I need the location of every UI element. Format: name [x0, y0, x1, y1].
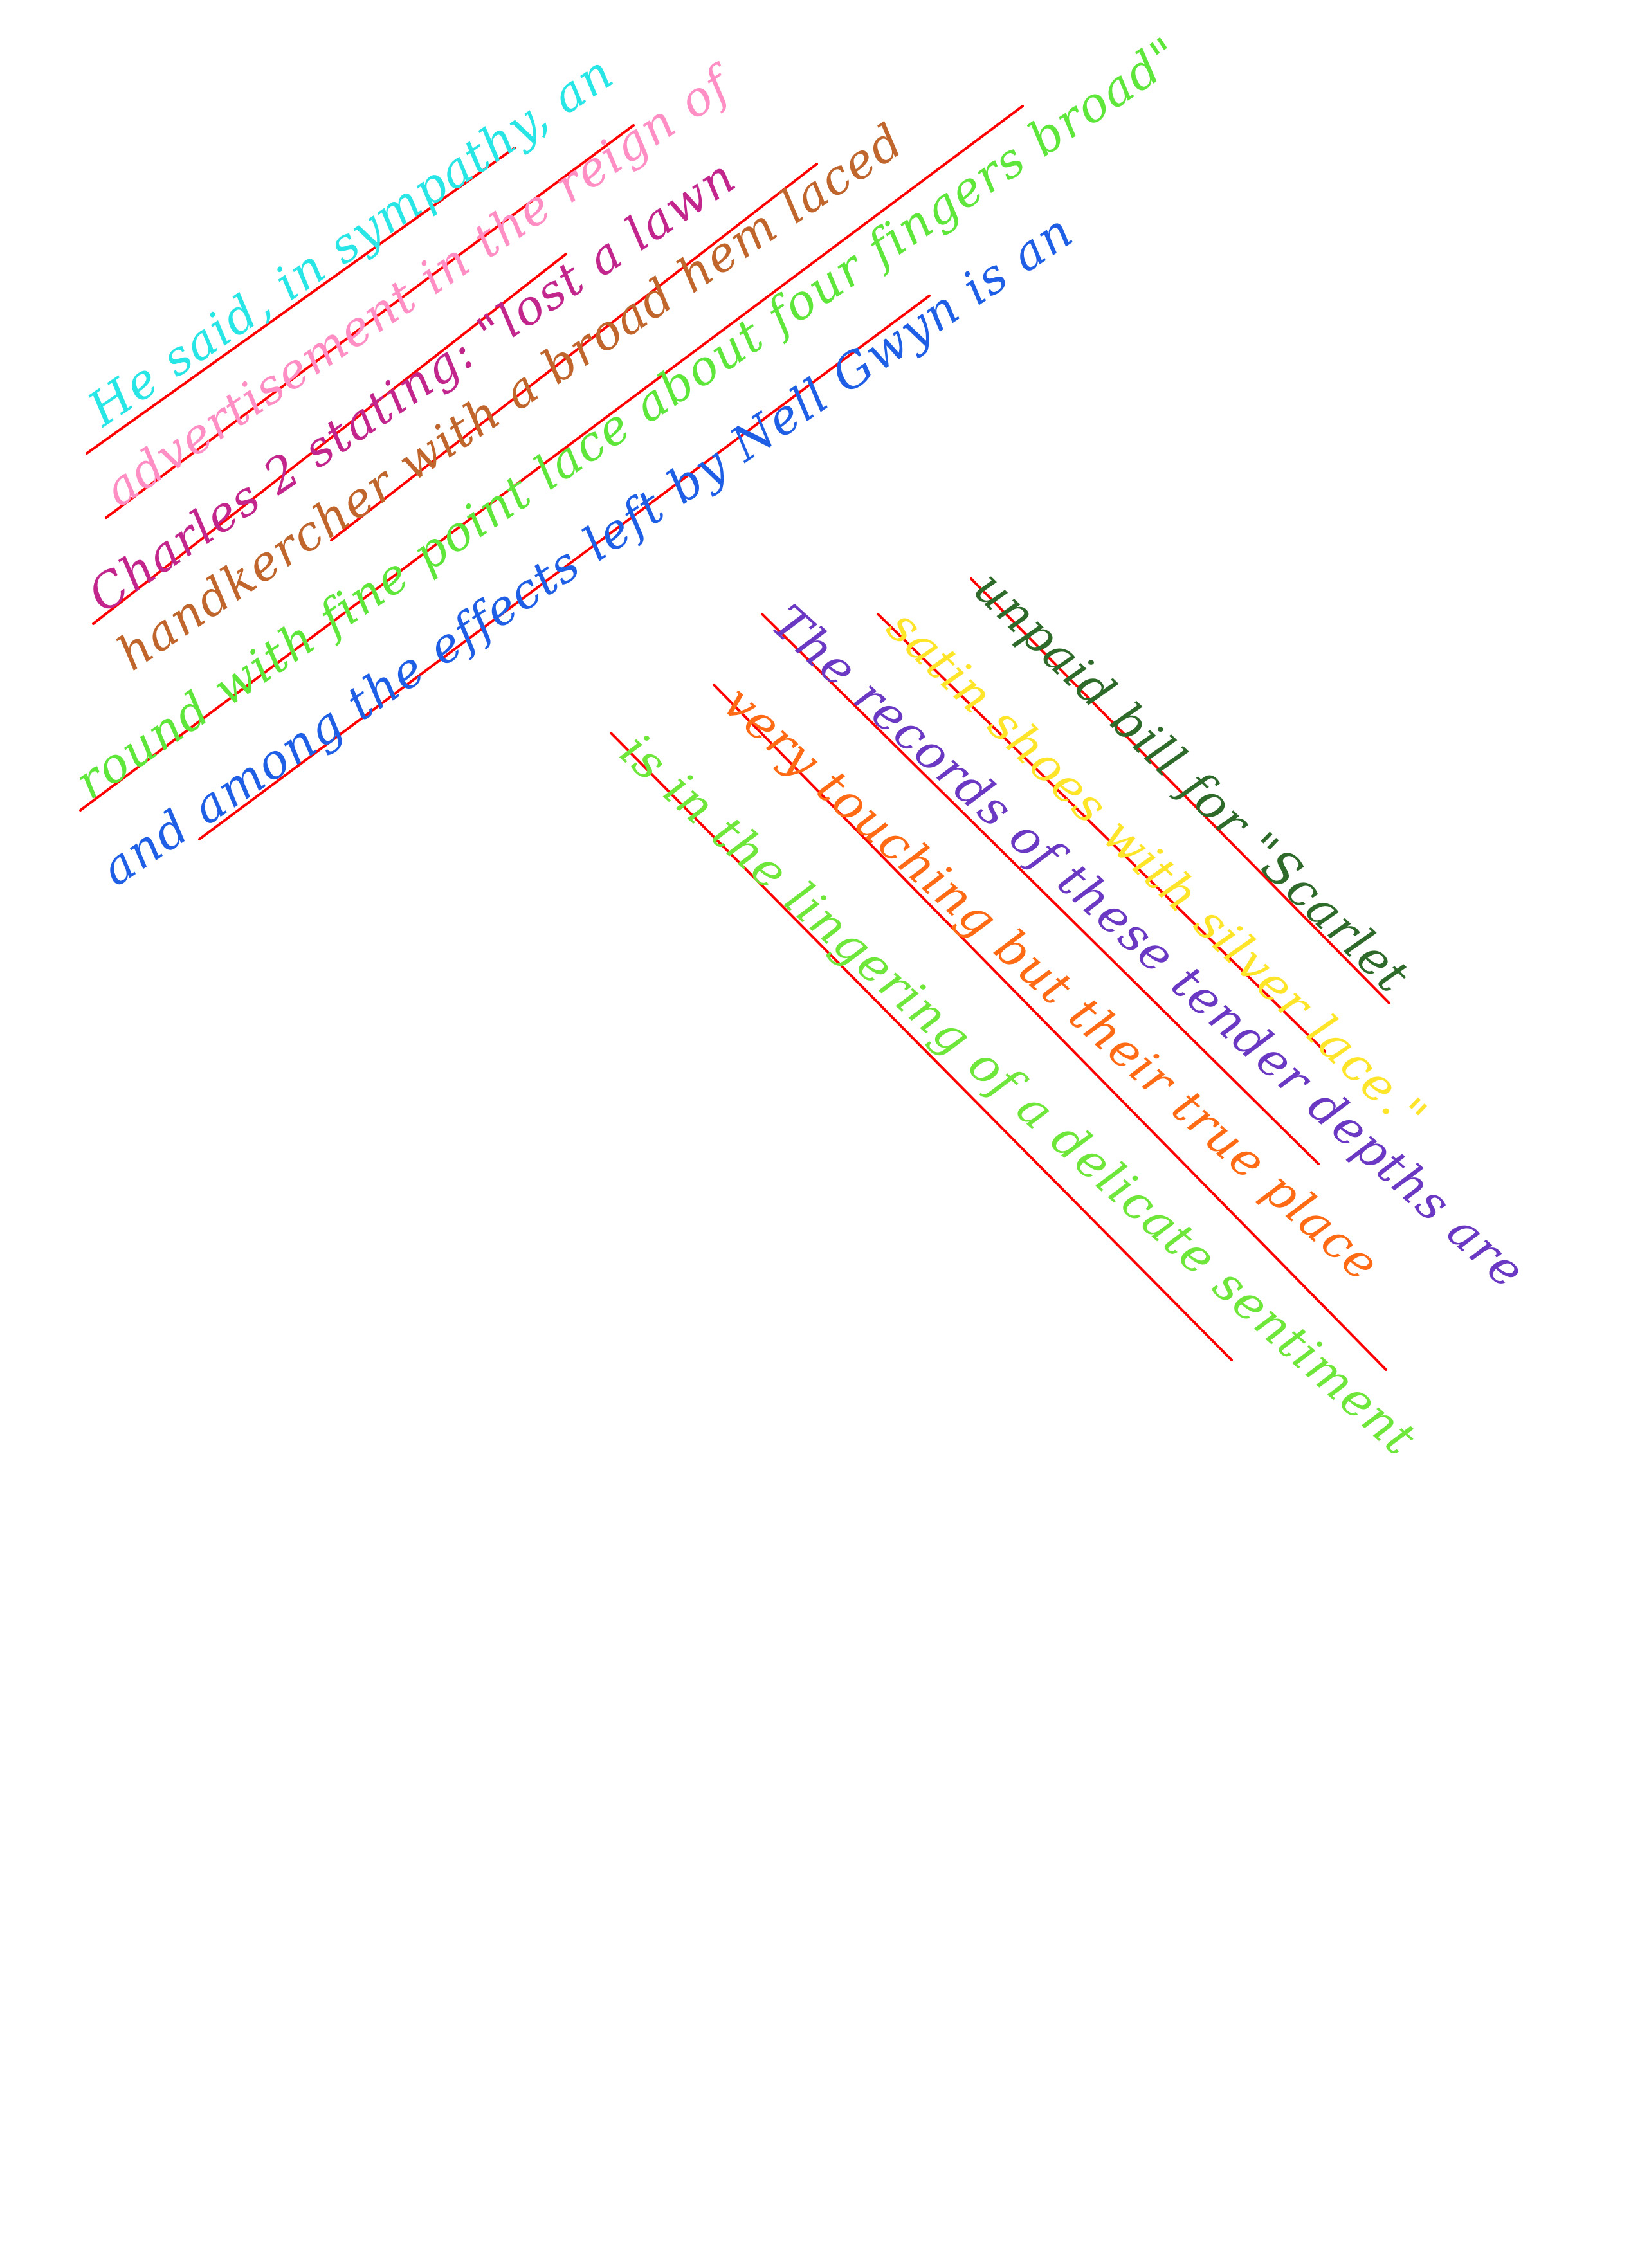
guide-line-1	[86, 147, 516, 455]
guide-line-2	[105, 124, 635, 519]
guide-line-3	[92, 253, 567, 625]
guide-line-11	[610, 732, 1233, 1361]
guide-line-10	[713, 684, 1387, 1371]
guide-line-9	[761, 613, 1320, 1165]
guide-line-8	[877, 613, 1326, 1053]
guide-line-5	[79, 105, 1024, 812]
guide-line-6	[198, 295, 931, 840]
guide-line-4	[330, 163, 818, 541]
guide-lines	[79, 105, 1390, 1371]
handwritten-text: He said, in sympathy, an advertisement i…	[66, 26, 1536, 1467]
guide-line-7	[970, 577, 1390, 1004]
